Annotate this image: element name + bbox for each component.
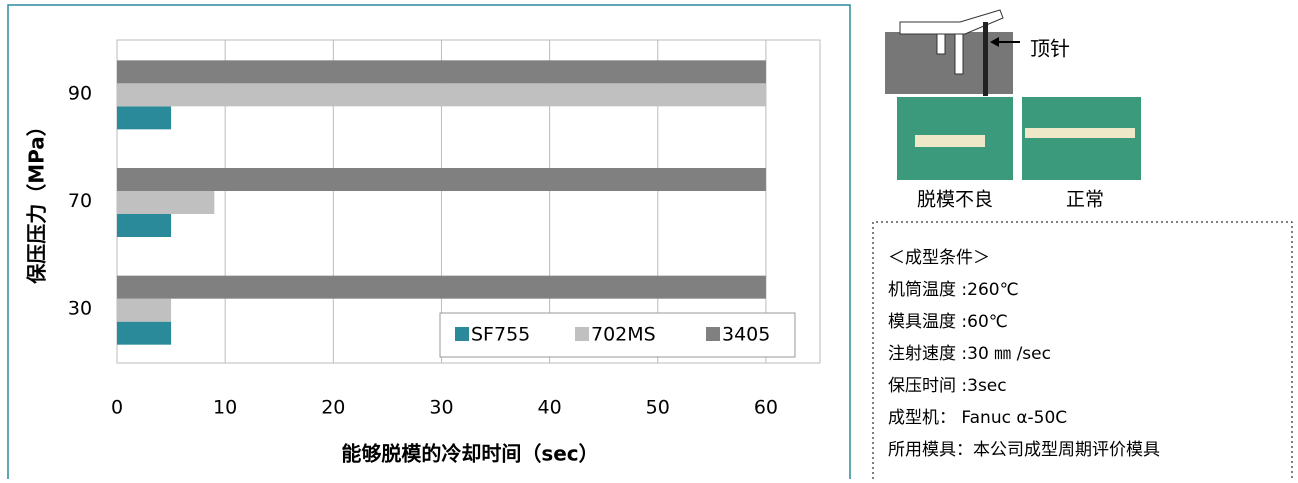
legend-swatch <box>575 327 589 341</box>
bar <box>117 60 766 84</box>
rib <box>954 33 964 75</box>
mold-diagram: 顶针 <box>885 9 1070 96</box>
x-tick-label: 0 <box>111 397 123 419</box>
legend-box <box>439 312 796 358</box>
part-shape <box>899 9 1004 35</box>
condition-line: 保压时间 :3sec <box>888 376 1007 396</box>
conditions-lines: 机筒温度 :260℃ 模具温度 :60℃ 注射速度 :30 ㎜ /sec 保压时间 :… <box>888 280 1160 460</box>
bar <box>117 168 766 191</box>
legend-label: 702MS <box>591 324 656 346</box>
legend-swatch <box>455 327 469 341</box>
rib <box>936 33 946 55</box>
condition-line: 机筒温度 :260℃ <box>888 280 1019 300</box>
y-tick-label: 70 <box>68 190 92 212</box>
condition-line: 所用模具：本公司成型周期评价模具 <box>888 440 1160 460</box>
arrow-head <box>990 37 999 47</box>
chart: 0 10 20 30 40 50 60 30 70 90 SF755 702MS 3405 <box>68 40 796 419</box>
x-tick-label: 10 <box>213 397 237 419</box>
bar <box>117 106 172 130</box>
bar <box>117 83 766 107</box>
caption: 脱模不良 <box>917 189 993 211</box>
photo-part <box>1025 128 1135 138</box>
y-axis-title: 保压压力（MPa） <box>25 116 49 285</box>
bar <box>117 275 766 299</box>
condition-line: 成型机： Fanuc α-50C <box>888 408 1067 428</box>
x-tick-label: 20 <box>321 397 345 419</box>
y-tick-label: 30 <box>68 298 92 320</box>
x-tick-label: 50 <box>646 397 670 419</box>
y-tick-label: 90 <box>68 82 92 104</box>
bar <box>117 298 172 322</box>
x-tick-label: 30 <box>429 397 453 419</box>
chart-frame <box>7 4 851 483</box>
condition-line: 模具温度 :60℃ <box>888 312 1008 332</box>
conditions-box <box>872 221 1293 479</box>
bar <box>117 214 172 237</box>
legend-swatch <box>706 327 720 341</box>
legend: SF755 702MS 3405 <box>439 312 796 358</box>
caption: 正常 <box>1066 189 1104 211</box>
x-tick-label: 60 <box>754 397 778 419</box>
legend-label: 3405 <box>722 324 770 346</box>
photo-part <box>915 135 985 147</box>
condition-line: 注射速度 :30 ㎜ /sec <box>888 344 1051 364</box>
x-axis-title: 能够脱模的冷却时间（sec） <box>341 442 598 466</box>
pin-label: 顶针 <box>1030 37 1070 61</box>
bar <box>117 321 172 345</box>
ejector-pin <box>983 22 988 96</box>
conditions-title: ＜成型条件＞ <box>888 248 990 268</box>
bar <box>117 191 215 214</box>
x-tick-label: 40 <box>538 397 562 419</box>
photo-normal <box>1022 97 1141 180</box>
legend-label: SF755 <box>471 324 530 346</box>
